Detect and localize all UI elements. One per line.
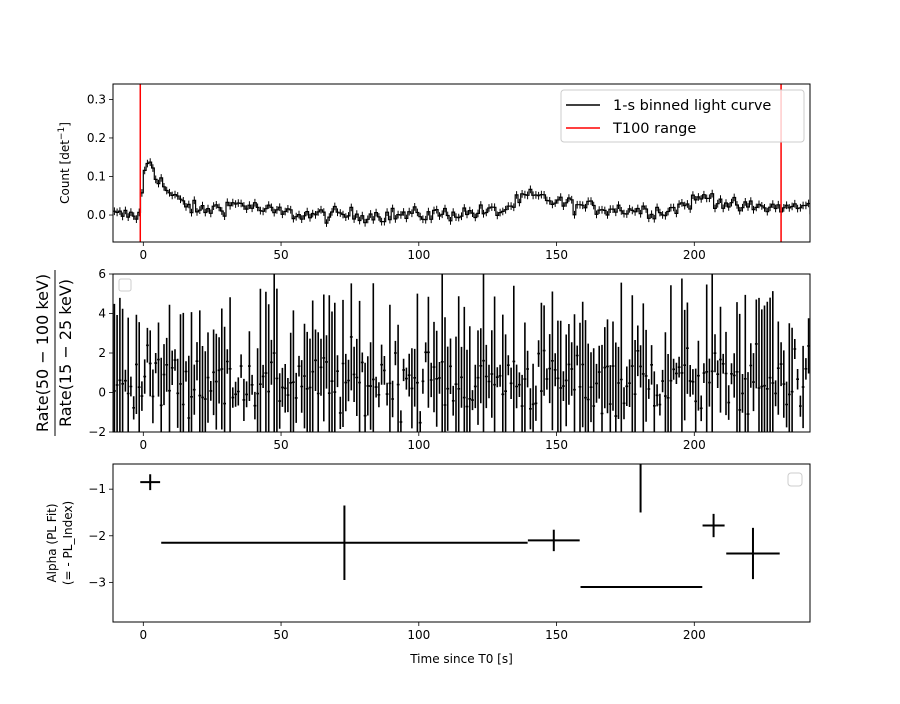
superscript: −1: [57, 127, 67, 140]
x-tick-label: 0: [139, 248, 147, 262]
axes-frame: [112, 83, 811, 243]
light-curve-panel: 0 50 100 150 200 0.0 0.1 0.2 0.3 1-s binned light…: [57, 83, 811, 262]
hardness-ratio-panel: 0 50 100 150 200 −2 0 2 4 6 Rate(50 − 100 keV) Rate…: [33, 267, 811, 452]
y-tick-label: 4: [98, 307, 106, 321]
legend-label: T100 range: [612, 121, 696, 137]
y-tick-label: 0.1: [87, 169, 106, 183]
alpha-point: [527, 529, 580, 552]
y-tick-label: 0.0: [87, 208, 106, 222]
x-tick-label: 100: [407, 438, 430, 452]
y-tick-label: −3: [88, 575, 106, 589]
x-tick-label: 100: [407, 628, 430, 642]
y-tick-label: 0.2: [87, 131, 106, 145]
y-tick-label: 0.3: [87, 92, 106, 106]
x-tick-label: 200: [683, 628, 706, 642]
y-tick-label: 0: [98, 386, 106, 400]
light-curve-line: [113, 161, 810, 224]
alpha-point: [161, 505, 528, 581]
legend: 1-s binned light curve T100 range: [560, 89, 805, 143]
x-tick-label: 150: [545, 248, 568, 262]
y-tick-label: 6: [98, 267, 106, 281]
label-end: ]: [58, 122, 72, 127]
plot-area: [140, 464, 780, 589]
y-tick-label: −2: [88, 425, 106, 439]
x-tick-label: 50: [273, 248, 288, 262]
x-tick-label: 100: [407, 248, 430, 262]
legend-box: [118, 278, 132, 292]
x-tick-label: 200: [683, 438, 706, 452]
alpha-point: [140, 474, 161, 491]
x-tick-label: 150: [545, 438, 568, 452]
legend-label: 1-s binned light curve: [613, 98, 771, 114]
y-tick-label: −1: [88, 482, 106, 496]
y-axis-label: Alpha (PL Fit): [45, 503, 59, 582]
alpha-point: [702, 513, 725, 538]
y-tick-label: 2: [98, 346, 106, 360]
legend-box: [787, 472, 803, 487]
x-tick-label: 0: [139, 628, 147, 642]
x-axis-label: Time since T0 [s]: [409, 652, 513, 666]
x-tick-label: 50: [273, 438, 288, 452]
x-tick-label: 200: [683, 248, 706, 262]
y-axis-label: Count [det−1]: [57, 122, 72, 204]
hardness-errorbars: [113, 274, 810, 432]
y-axis-label-denominator: Rate(15 − 25 keV): [56, 279, 75, 427]
y-axis-label-numerator: Rate(50 − 100 keV): [33, 274, 52, 432]
x-tick-label: 50: [273, 628, 288, 642]
y-tick-label: −2: [88, 529, 106, 543]
x-tick-label: 0: [139, 438, 147, 452]
y-axis-label-2: (= - PL_Index): [61, 501, 75, 585]
axes-frame: [112, 273, 811, 433]
axes-frame: [112, 463, 811, 623]
x-tick-label: 150: [545, 628, 568, 642]
plot-area: [113, 274, 810, 432]
alpha-panel: 0 50 100 150 200 −1 −2 −3 Alpha (PL Fit) (= - PL_…: [45, 463, 811, 666]
legend-box: [560, 89, 805, 143]
alpha-point: [726, 527, 780, 580]
